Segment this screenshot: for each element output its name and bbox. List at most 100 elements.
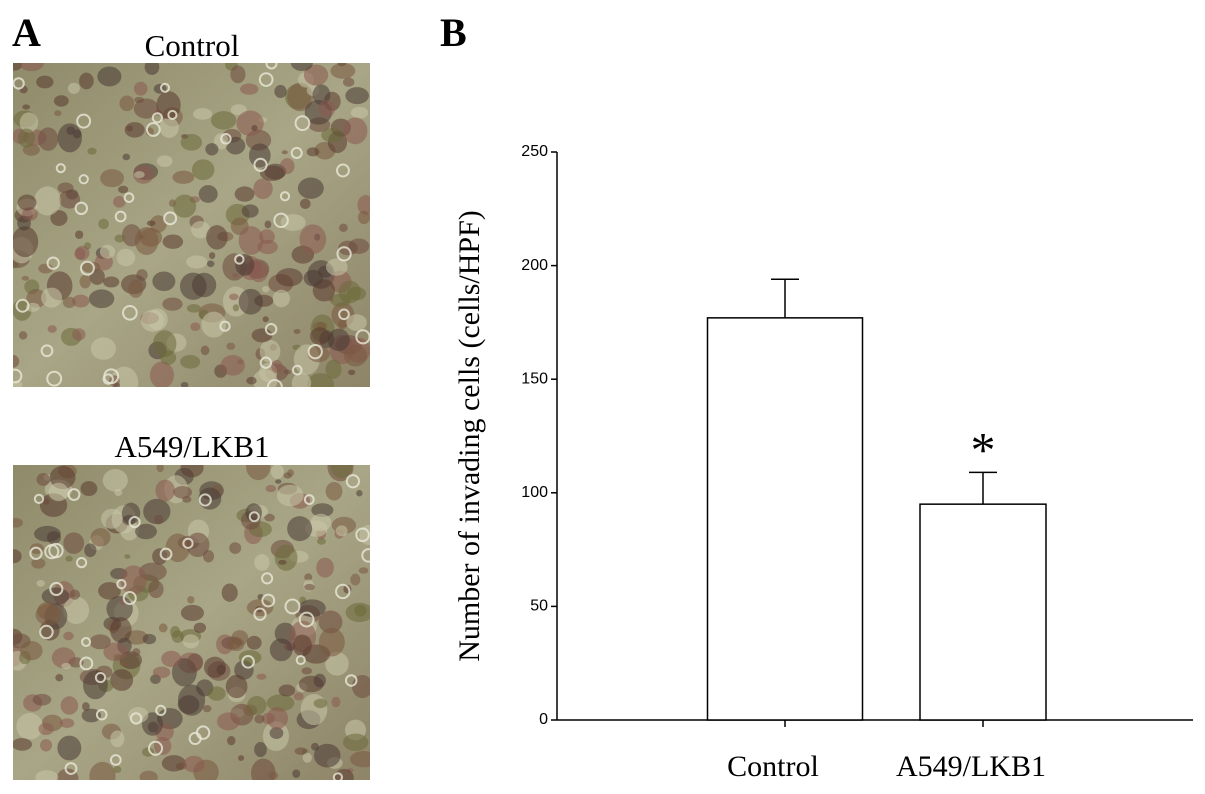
texture-blob <box>186 532 210 558</box>
texture-blob <box>254 742 267 758</box>
texture-blob <box>180 381 189 387</box>
texture-blob <box>350 106 369 119</box>
texture-cell <box>266 379 283 387</box>
texture-blob <box>229 542 242 555</box>
panel-label: A <box>12 10 41 55</box>
texture-cell <box>109 754 122 766</box>
texture-blob <box>21 275 30 281</box>
texture-blob <box>99 244 116 259</box>
texture-blob <box>205 143 219 156</box>
texture-blob <box>122 153 131 161</box>
texture-blob <box>72 294 90 308</box>
texture-cell <box>265 63 278 70</box>
texture-blob <box>47 325 57 333</box>
texture-cell <box>219 320 231 332</box>
texture-blob <box>262 286 270 293</box>
texture-cell <box>44 544 60 560</box>
texture-blob <box>216 712 240 731</box>
texture-blob <box>116 248 136 267</box>
texture-cell <box>116 578 127 590</box>
texture-cell <box>94 671 107 684</box>
texture-cell <box>291 364 303 376</box>
texture-blob <box>81 261 101 273</box>
texture-blob <box>79 72 94 90</box>
texture-blob <box>350 573 361 586</box>
texture-blob <box>180 133 203 151</box>
texture-blob <box>354 604 367 617</box>
y-axis-label: Number of invading cells (cells/HPF) <box>453 210 486 662</box>
texture-blob <box>82 670 108 700</box>
texture-blob <box>297 177 324 199</box>
texture-blob <box>103 642 128 662</box>
texture-blob <box>311 503 334 518</box>
texture-cell <box>95 708 108 721</box>
texture-blob <box>156 465 164 473</box>
texture-blob <box>246 465 271 481</box>
texture-blob <box>301 667 313 675</box>
texture-blob <box>313 673 326 688</box>
texture-cell <box>261 593 276 608</box>
texture-cell <box>79 656 94 671</box>
texture-blob <box>232 304 240 312</box>
texture-blob <box>153 330 177 358</box>
texture-cell <box>241 655 255 669</box>
texture-blob <box>63 532 85 554</box>
texture-blob <box>63 596 90 625</box>
texture-blob <box>90 528 111 547</box>
texture-cell <box>355 527 370 543</box>
texture-blob <box>186 304 201 313</box>
texture-cell <box>29 546 43 560</box>
texture-cell <box>198 493 212 507</box>
texture-blob <box>200 345 210 356</box>
texture-blob <box>300 693 328 726</box>
texture-blob <box>133 98 159 119</box>
texture-blob <box>271 359 283 373</box>
texture-blob <box>13 226 39 258</box>
texture-blob <box>54 110 62 117</box>
texture-cell <box>344 674 358 687</box>
texture-blob <box>234 660 254 680</box>
texture-cell <box>261 572 274 585</box>
texture-blob <box>330 465 353 479</box>
texture-blob <box>152 548 168 565</box>
texture-blob <box>55 673 64 682</box>
texture-blob <box>318 610 343 634</box>
texture-blob <box>17 194 37 211</box>
texture-cell <box>81 636 92 647</box>
texture-blob <box>120 565 148 595</box>
texture-blob <box>75 245 90 261</box>
texture-cell <box>361 548 370 563</box>
texture-blob <box>325 481 343 501</box>
texture-blob <box>310 327 330 345</box>
texture-blob <box>330 63 356 79</box>
texture-blob <box>146 220 156 227</box>
texture-blob <box>318 627 345 657</box>
texture-blob <box>191 221 211 239</box>
texture-blob <box>46 531 61 545</box>
texture-blob <box>143 498 171 525</box>
texture-cell <box>258 72 274 87</box>
texture-blob <box>303 64 329 86</box>
image-caption: Control <box>145 28 240 63</box>
texture-cell <box>159 547 173 561</box>
texture-blob <box>186 653 204 672</box>
texture-blob <box>291 372 312 387</box>
texture-cell <box>148 740 164 756</box>
texture-blob <box>252 369 278 387</box>
texture-cell <box>79 260 95 276</box>
texture-cell <box>75 557 88 569</box>
texture-cell <box>234 254 245 265</box>
texture-cell <box>338 308 350 321</box>
texture-cell <box>64 762 78 775</box>
texture-cell <box>128 516 141 529</box>
texture-blob <box>156 155 173 167</box>
texture-blob <box>292 769 301 779</box>
texture-blob <box>31 558 46 569</box>
texture-cell <box>295 655 306 666</box>
panel-label: B <box>440 10 467 55</box>
texture-blob <box>61 662 71 670</box>
texture-cell <box>303 494 315 505</box>
bar <box>706 317 864 721</box>
texture-cell <box>355 329 370 345</box>
texture-blob <box>203 656 226 678</box>
